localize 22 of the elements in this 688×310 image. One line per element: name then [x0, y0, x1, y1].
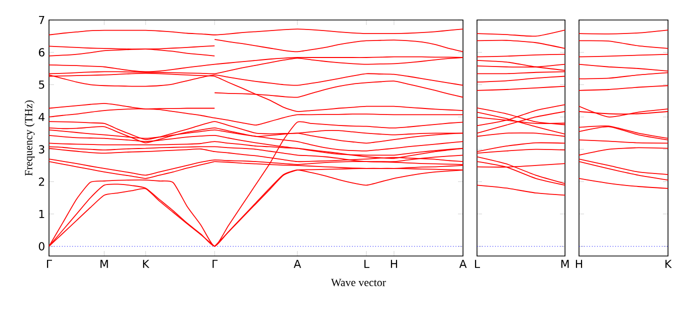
- y-axis-title: Frequency (THz): [24, 100, 35, 176]
- y-tick-label: 1: [39, 210, 44, 218]
- x-tick-label: A: [294, 260, 302, 268]
- x-tick-label: M: [561, 260, 569, 268]
- y-tick-label: 0: [38, 242, 44, 250]
- x-tick-label: L: [475, 260, 480, 268]
- y-tick-label: 4: [38, 112, 45, 121]
- y-tick-label: 7: [39, 16, 44, 24]
- x-tick-label: L: [364, 260, 370, 268]
- x-tick-label: Γ: [212, 260, 218, 268]
- y-tick-label: 3: [38, 145, 44, 154]
- y-tick-label: 6: [38, 48, 44, 56]
- x-tick-label: K: [665, 260, 672, 268]
- x-tick-label: A: [459, 260, 467, 268]
- x-tick-label: K: [143, 260, 150, 268]
- x-tick-label: Γ: [47, 260, 52, 268]
- x-tick-label: H: [390, 260, 398, 268]
- x-tick-label: M: [100, 260, 108, 268]
- y-tick-label: 5: [38, 80, 44, 89]
- y-tick-label: 2: [38, 178, 44, 186]
- x-axis-title: Wave vector: [331, 278, 386, 286]
- x-tick-label: H: [576, 260, 582, 268]
